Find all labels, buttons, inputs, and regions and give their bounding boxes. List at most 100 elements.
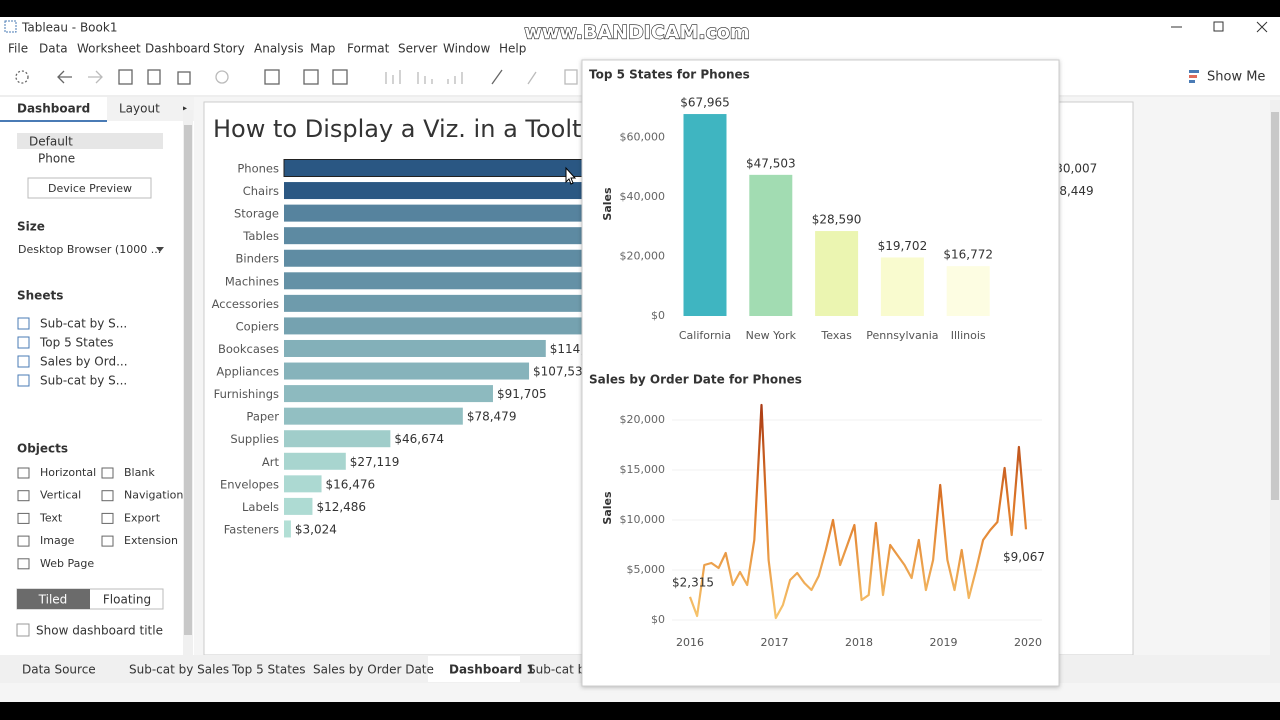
value-label: $46,674: [394, 432, 444, 446]
object-item[interactable]: Web Page: [40, 557, 94, 570]
bar: [815, 231, 859, 316]
close[interactable]: [1256, 21, 1268, 33]
device[interactable]: Default: [29, 135, 73, 149]
sheet-item[interactable]: Top 5 States: [39, 336, 114, 350]
object-item[interactable]: Horizontal: [40, 466, 96, 479]
object-item[interactable]: Navigation: [124, 489, 183, 502]
y-tick-label: $15,000: [620, 463, 666, 476]
sheet-tabs: Data Source Sub-cat by Sales Top 5 States S…: [22, 656, 592, 682]
bar: [284, 407, 463, 425]
object-icon: [101, 467, 114, 479]
y-tick-label: $60,000: [620, 131, 666, 144]
bar: [683, 114, 727, 316]
menu-item[interactable]: Data: [39, 42, 68, 56]
category-label: Supplies: [230, 432, 279, 446]
object-item[interactable]: Text: [39, 511, 63, 524]
side-scroll-thumb[interactable]: [184, 125, 192, 635]
sheet-item[interactable]: Sub-cat by S...: [40, 374, 127, 388]
category-label: Envelopes: [220, 477, 279, 491]
menu-item[interactable]: Server: [398, 42, 437, 56]
watermark: www.BANDICAM.com: [524, 22, 749, 44]
y-tick-label: $40,000: [620, 190, 666, 203]
canvas-scroll-thumb[interactable]: [1271, 112, 1279, 500]
value-label: $9,067: [1003, 550, 1045, 564]
sheet-item[interactable]: Sub-cat by S...: [40, 317, 127, 331]
bar: [284, 497, 313, 515]
panel-tab[interactable]: Layout: [119, 102, 160, 116]
device[interactable]: Phone: [38, 152, 75, 166]
size-value[interactable]: Desktop Browser (1000 ...: [18, 243, 161, 256]
value-label: $47,503: [746, 156, 796, 170]
menu-item[interactable]: Help: [499, 42, 526, 56]
panel-tab[interactable]: Dashboard: [17, 102, 90, 116]
bar: [284, 317, 625, 335]
status-bar: [0, 683, 1280, 702]
device-preview[interactable]: Device Preview: [48, 182, 132, 195]
sheet-tab[interactable]: Data Source: [22, 663, 96, 677]
show-title-label[interactable]: Show dashboard title: [36, 624, 163, 638]
sheet-tab[interactable]: Sales by Order Date: [313, 663, 434, 677]
device-preview-button[interactable]: [27, 177, 152, 199]
toolbar-icons[interactable]: [15, 69, 1199, 85]
tooltip-content: Top 5 States for Phones Sales $0 $20,000 $40…: [589, 68, 1045, 650]
x-tick-label: 2017: [761, 636, 789, 649]
category-label: Storage: [234, 207, 279, 221]
sheet-tab[interactable]: Sub-cat by: [528, 663, 592, 677]
bar: [284, 294, 666, 312]
y-tick-label: $0: [651, 309, 665, 322]
restore[interactable]: [1213, 21, 1224, 32]
y-axis-label: Sales: [601, 187, 614, 221]
menu-item[interactable]: Analysis: [254, 42, 303, 56]
value-label: $78,479: [467, 410, 517, 424]
value-label: $19,702: [878, 239, 928, 253]
value-label: $107,532: [533, 365, 590, 379]
object-item[interactable]: Export: [124, 511, 161, 524]
show-me[interactable]: Show Me: [1207, 70, 1265, 85]
layout-mode[interactable]: Tiled: [38, 593, 68, 607]
object-item[interactable]: Vertical: [40, 489, 81, 502]
layout-mode[interactable]: Floating: [103, 593, 151, 607]
menu-item[interactable]: Worksheet: [77, 42, 141, 56]
y-tick-label: $5,000: [627, 563, 666, 576]
menu-item[interactable]: Window: [443, 42, 491, 56]
object-icon: [17, 558, 30, 570]
menu-item[interactable]: Format: [347, 42, 390, 56]
menu-item[interactable]: File: [8, 42, 28, 56]
x-tick-label: Pennsylvania: [866, 329, 938, 342]
sheet-icon: [17, 374, 30, 387]
bar: [880, 257, 924, 316]
object-item[interactable]: Extension: [124, 534, 178, 547]
x-tick-label: 2018: [845, 636, 873, 649]
value-label: $67,965: [680, 96, 730, 110]
x-tick-label: 2016: [676, 636, 704, 649]
sheet-tab[interactable]: Top 5 States: [231, 663, 306, 677]
object-icon: [17, 512, 30, 524]
sheet-tab[interactable]: Dashboard 1: [449, 663, 535, 677]
category-label: Paper: [246, 410, 279, 424]
window-controls[interactable]: [1171, 21, 1268, 33]
bar: [284, 475, 322, 493]
layout-tab-bg[interactable]: [107, 97, 194, 121]
object-item[interactable]: Blank: [124, 466, 155, 479]
menu-item[interactable]: Dashboard: [145, 42, 210, 56]
object-item[interactable]: Image: [40, 534, 75, 547]
object-icon: [101, 490, 114, 502]
value-label: $16,772: [943, 248, 993, 262]
x-tick-label: New York: [746, 329, 797, 342]
device-selected: [17, 133, 163, 149]
size-caret[interactable]: [156, 247, 164, 252]
x-tick-label: Illinois: [951, 329, 986, 342]
tiled-selected[interactable]: [17, 589, 90, 609]
sheet-icon: [17, 355, 30, 368]
show-title-checkbox[interactable]: [16, 623, 30, 637]
bar: [284, 385, 493, 403]
menu-item[interactable]: Map: [310, 42, 335, 56]
y-tick-label: $0: [651, 613, 665, 626]
object-icon: [17, 467, 30, 479]
active-tab: [428, 656, 520, 682]
bar: [284, 362, 530, 380]
menu-item[interactable]: Story: [213, 42, 245, 56]
x-tick-label: Texas: [820, 329, 852, 342]
sheet-item[interactable]: Sales by Ord...: [40, 355, 128, 369]
sheet-tab[interactable]: Sub-cat by Sales: [129, 663, 229, 677]
